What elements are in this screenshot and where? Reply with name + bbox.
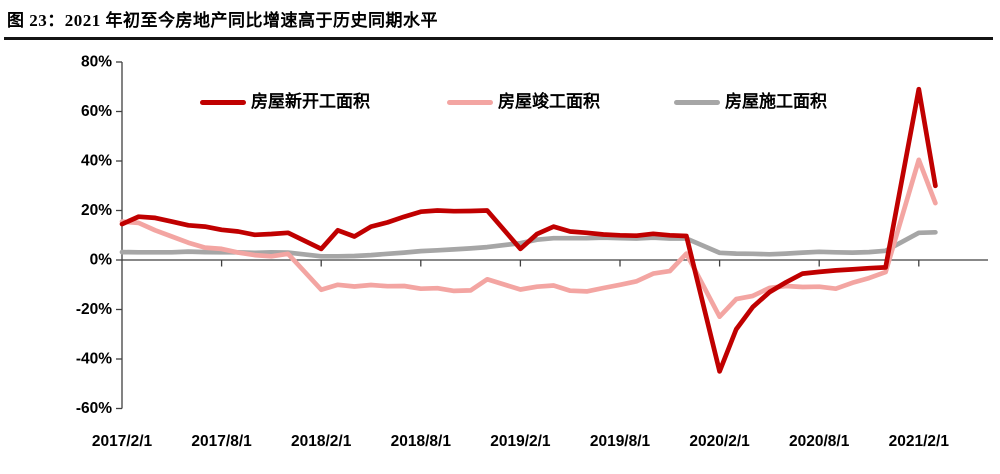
series-line-房屋竣工面积 (119, 157, 938, 320)
legend-label-new-starts: 房屋新开工面积 (251, 92, 370, 111)
y-axis-label: -20% (76, 301, 112, 318)
legend-swatch-under-construction-icon (674, 99, 720, 105)
y-axis-label: 60% (81, 103, 112, 120)
legend-swatch-new-starts-icon (200, 99, 246, 105)
x-axis-label: 2020/2/1 (689, 433, 750, 450)
legend-item-under-construction: 房屋施工面积 (674, 92, 827, 112)
legend-label-completions: 房屋竣工面积 (498, 92, 600, 111)
legend-item-new-starts: 房屋新开工面积 (200, 92, 370, 112)
x-axis-label: 2017/8/1 (191, 433, 252, 450)
y-axis-label: -40% (76, 351, 112, 368)
x-axis-label: 2017/2/1 (92, 433, 153, 450)
y-axis-label: 0% (90, 252, 113, 269)
title-divider (4, 37, 993, 40)
x-axis-label: 2021/2/1 (889, 433, 950, 450)
y-axis-label: 20% (81, 202, 112, 219)
x-axis-label: 2019/8/1 (590, 433, 651, 450)
x-axis-label: 2018/8/1 (391, 433, 452, 450)
legend-item-completions: 房屋竣工面积 (447, 92, 600, 112)
y-axis-label: -60% (76, 400, 112, 417)
x-axis-label: 2020/8/1 (789, 433, 850, 450)
legend-swatch-completions-icon (447, 99, 493, 105)
y-axis-label: 80% (81, 54, 112, 71)
y-axis-label: 40% (81, 153, 112, 170)
figure-title: 图 23：2021 年初至今房地产同比增速高于历史同期水平 (7, 11, 438, 30)
x-axis-label: 2018/2/1 (291, 433, 352, 450)
series-line-房屋新开工面积 (119, 86, 938, 374)
legend-label-under-construction: 房屋施工面积 (725, 92, 827, 111)
x-axis-label: 2019/2/1 (490, 433, 551, 450)
